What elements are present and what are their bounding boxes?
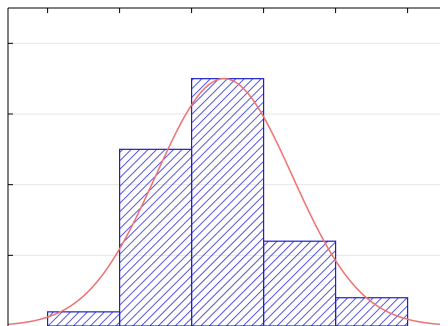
normal-fit-curve (7, 77, 441, 326)
histogram-bar (46, 311, 121, 326)
histogram-bar (191, 78, 265, 326)
histogram-bar (118, 148, 193, 326)
plot-axes (7, 7, 440, 326)
histogram-bar (263, 240, 337, 326)
normal-fit-curve-layer (7, 77, 441, 326)
histogram-bars (46, 78, 409, 326)
